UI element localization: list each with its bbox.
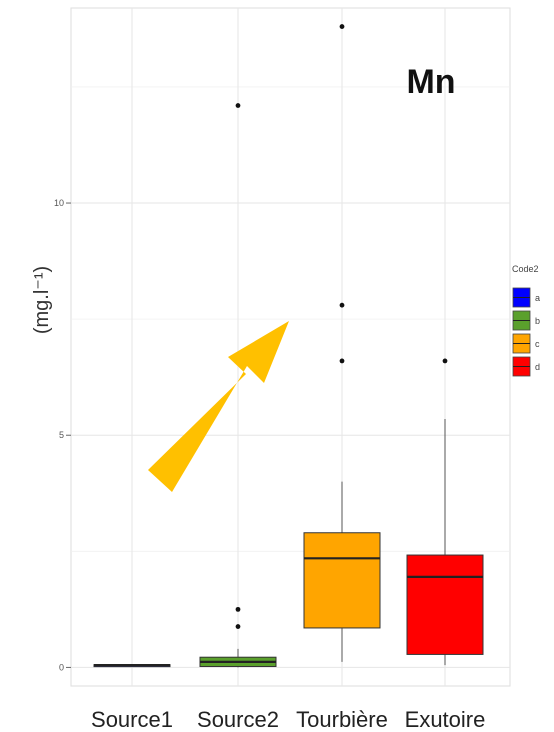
legend-title: Code2 xyxy=(512,264,539,274)
outlier-point xyxy=(235,624,241,629)
legend-label: d xyxy=(535,362,540,372)
y-tick-label: 0 xyxy=(59,662,64,672)
box-exutoire xyxy=(406,418,484,666)
legend-label: a xyxy=(535,293,540,303)
legend-item-a: a xyxy=(512,287,540,308)
x-axis-labels: Source1 Source2 Tourbière Exutoire xyxy=(91,707,485,732)
outlier-point xyxy=(339,302,345,308)
annotation-arrow xyxy=(148,321,289,492)
outlier-point xyxy=(235,103,241,108)
boxes xyxy=(93,418,484,668)
outlier-point xyxy=(442,358,448,364)
x-tick-label: Source1 xyxy=(91,707,173,732)
legend-item-d: d xyxy=(512,356,540,377)
x-tick-label: Source2 xyxy=(197,707,279,732)
legend-item-b: b xyxy=(512,310,540,331)
chart-title: Mn xyxy=(406,63,455,101)
y-tick-label: 5 xyxy=(59,430,64,440)
box-source2 xyxy=(199,648,277,668)
box-body xyxy=(303,532,381,629)
outlier-points xyxy=(235,24,448,629)
outlier-point xyxy=(339,24,345,29)
outlier-point xyxy=(339,358,345,364)
legend-label: b xyxy=(535,316,540,326)
box-source1 xyxy=(93,664,171,668)
x-tick-label: Tourbière xyxy=(296,707,388,732)
y-tick-label: 10 xyxy=(54,198,64,208)
box-tourbière xyxy=(303,481,381,662)
x-tick-label: Exutoire xyxy=(405,707,486,732)
legend-label: c xyxy=(535,339,540,349)
y-axis-ticks: 0 5 10 xyxy=(54,198,71,672)
legend: Code2 a b c d xyxy=(512,264,540,377)
legend-item-c: c xyxy=(512,333,540,354)
y-axis-label: (mg.l⁻¹) xyxy=(31,266,53,334)
box-body xyxy=(406,554,484,655)
outlier-point xyxy=(235,606,241,612)
